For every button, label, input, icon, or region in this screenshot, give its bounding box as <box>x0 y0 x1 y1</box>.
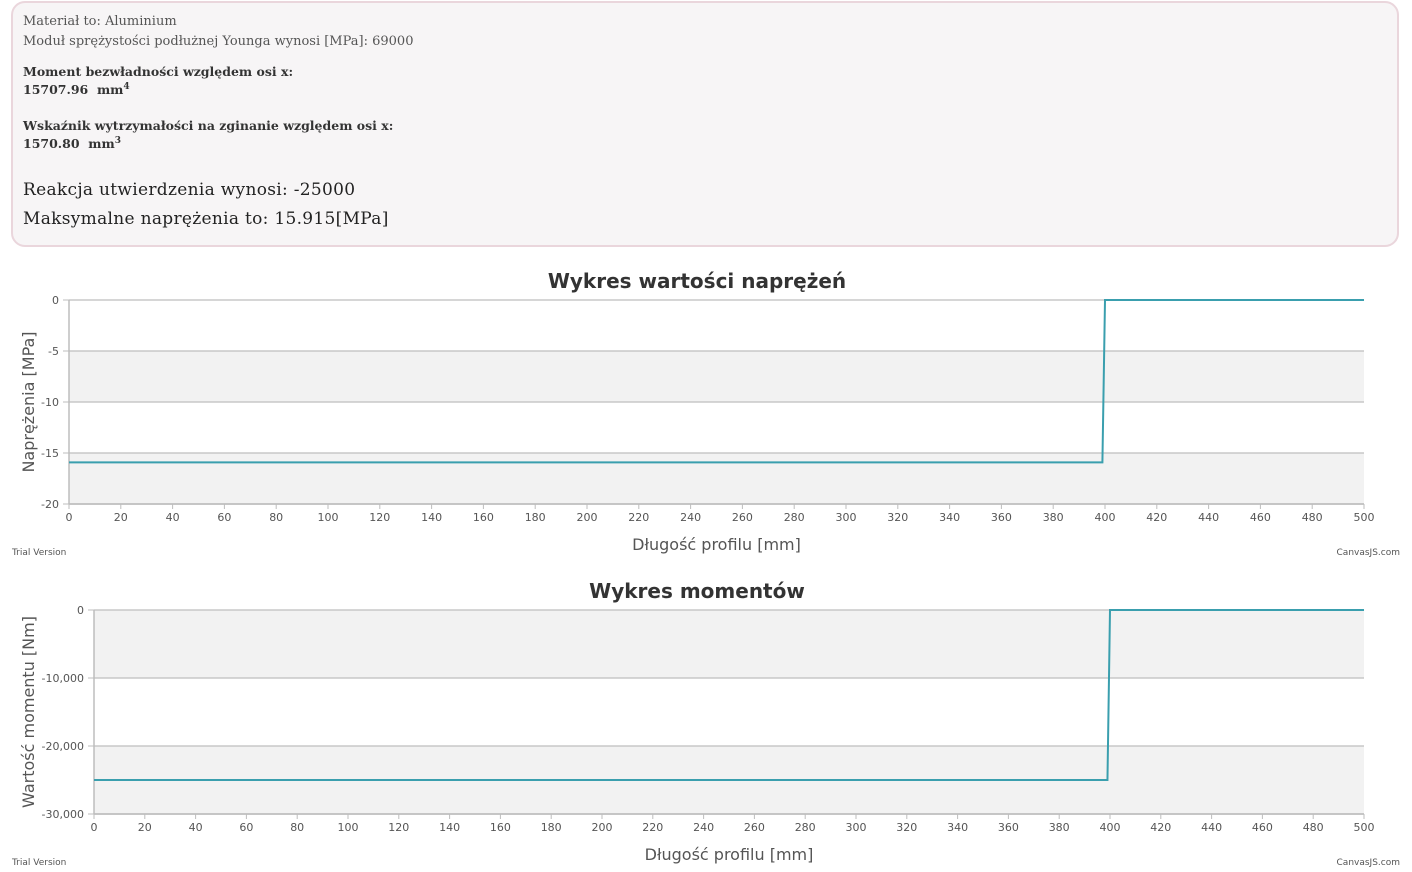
y-tick-label: 0 <box>77 604 84 617</box>
moment-chart-svg: 0 -10,000 -20,000 -30,000 0 20 40 60 80 100 120 140… <box>0 572 1412 872</box>
y-tick-label: -20,000 <box>42 740 84 753</box>
chart-title: Wykres momentów <box>589 579 805 603</box>
x-tick-label: 60 <box>217 511 231 524</box>
x-tick-label: 480 <box>1302 511 1323 524</box>
chart-title: Wykres wartości naprężeń <box>548 269 846 293</box>
x-tick-label: 300 <box>836 511 857 524</box>
x-tick-label: 460 <box>1252 821 1273 834</box>
y-axis-label: Naprężenia [MPa] <box>19 331 38 472</box>
inertia-unit: mm <box>97 82 123 97</box>
x-tick-label: 360 <box>991 511 1012 524</box>
x-tick-label: 140 <box>421 511 442 524</box>
canvasjs-credit: CanvasJS.com <box>1337 858 1400 868</box>
x-tick-label: 80 <box>290 821 304 834</box>
section-modulus-value-line: 1570.80 mm3 <box>23 136 121 151</box>
y-tick-label: -5 <box>48 345 59 358</box>
x-tick-label: 140 <box>439 821 460 834</box>
x-tick-label: 320 <box>896 821 917 834</box>
inertia-exponent: 4 <box>123 82 129 92</box>
y-tick-label: 0 <box>52 294 59 307</box>
info-panel: Materiał to: Aluminium Moduł sprężystośc… <box>11 1 1399 247</box>
x-tick-label: 400 <box>1095 511 1116 524</box>
y-axis-label: Wartość momentu [Nm] <box>19 616 38 808</box>
x-tick-label: 380 <box>1043 511 1064 524</box>
x-tick-label: 440 <box>1201 821 1222 834</box>
x-tick-label: 200 <box>577 511 598 524</box>
x-tick-label: 420 <box>1146 511 1167 524</box>
x-tick-label: 280 <box>795 821 816 834</box>
x-tick-label: 360 <box>998 821 1019 834</box>
x-tick-label: 20 <box>114 511 128 524</box>
x-tick-label: 180 <box>525 511 546 524</box>
x-tick-label: 180 <box>541 821 562 834</box>
inertia-value: 15707.96 <box>23 82 88 97</box>
inertia-label: Moment bezwładności względem osi x: <box>23 64 293 79</box>
x-tick-label: 480 <box>1303 821 1324 834</box>
x-tick-label: 500 <box>1354 821 1375 834</box>
reaction-text: Reakcja utwierdzenia wynosi: -25000 <box>23 180 355 200</box>
x-tick-label: 240 <box>680 511 701 524</box>
y-tick-label: -30,000 <box>42 808 84 821</box>
moment-chart: 0 -10,000 -20,000 -30,000 0 20 40 60 80 100 120 140… <box>0 572 1412 872</box>
x-tick-label: 20 <box>138 821 152 834</box>
x-tick-label: 260 <box>732 511 753 524</box>
x-tick-label: 280 <box>784 511 805 524</box>
max-stress-text: Maksymalne naprężenia to: 15.915[MPa] <box>23 209 389 229</box>
x-tick-label: 40 <box>166 511 180 524</box>
y-tick-label: -15 <box>41 447 59 460</box>
x-tick-label: 0 <box>66 511 73 524</box>
trial-version-label: Trial Version <box>12 858 66 868</box>
y-tick-label: -10 <box>41 396 59 409</box>
stress-chart: 0 -5 -10 -15 -20 0 20 40 60 80 100 120 140 160 180 200 2… <box>0 262 1412 562</box>
x-tick-label: 500 <box>1354 511 1375 524</box>
x-tick-label: 340 <box>939 511 960 524</box>
x-tick-label: 400 <box>1100 821 1121 834</box>
x-tick-label: 120 <box>388 821 409 834</box>
trial-version-label: Trial Version <box>12 548 66 558</box>
stress-chart-svg: 0 -5 -10 -15 -20 0 20 40 60 80 100 120 140 160 180 200 2… <box>0 262 1412 562</box>
x-tick-label: 160 <box>473 511 494 524</box>
x-tick-label: 260 <box>744 821 765 834</box>
section-modulus-label: Wskaźnik wytrzymałości na zginanie wzglę… <box>23 118 393 133</box>
interlaced-band <box>69 351 1364 402</box>
interlaced-band <box>94 610 1364 678</box>
x-axis-label: Długość profilu [mm] <box>632 535 801 554</box>
inertia-value-line: 15707.96 mm4 <box>23 82 130 97</box>
x-tick-label: 460 <box>1250 511 1271 524</box>
x-tick-label: 340 <box>947 821 968 834</box>
x-tick-label: 0 <box>91 821 98 834</box>
x-tick-label: 240 <box>693 821 714 834</box>
canvasjs-credit: CanvasJS.com <box>1337 548 1400 558</box>
y-tick-label: -10,000 <box>42 672 84 685</box>
x-tick-label: 160 <box>490 821 511 834</box>
modulus-text: Moduł sprężystości podłużnej Younga wyno… <box>23 34 413 49</box>
x-tick-label: 220 <box>628 511 649 524</box>
x-tick-label: 440 <box>1198 511 1219 524</box>
x-tick-label: 100 <box>318 511 339 524</box>
x-tick-label: 320 <box>887 511 908 524</box>
y-tick-label: -20 <box>41 498 59 511</box>
section-modulus-value: 1570.80 <box>23 136 80 151</box>
x-tick-label: 100 <box>338 821 359 834</box>
x-tick-label: 300 <box>846 821 867 834</box>
section-modulus-unit: mm <box>88 136 114 151</box>
x-tick-label: 80 <box>269 511 283 524</box>
x-tick-label: 380 <box>1049 821 1070 834</box>
interlaced-band <box>69 453 1364 504</box>
x-tick-label: 60 <box>239 821 253 834</box>
x-tick-label: 40 <box>189 821 203 834</box>
x-tick-label: 120 <box>369 511 390 524</box>
section-modulus-exponent: 3 <box>115 136 121 146</box>
x-axis-label: Długość profilu [mm] <box>645 845 814 864</box>
material-text: Materiał to: Aluminium <box>23 14 177 29</box>
x-tick-label: 420 <box>1150 821 1171 834</box>
x-tick-label: 200 <box>592 821 613 834</box>
x-tick-label: 220 <box>642 821 663 834</box>
